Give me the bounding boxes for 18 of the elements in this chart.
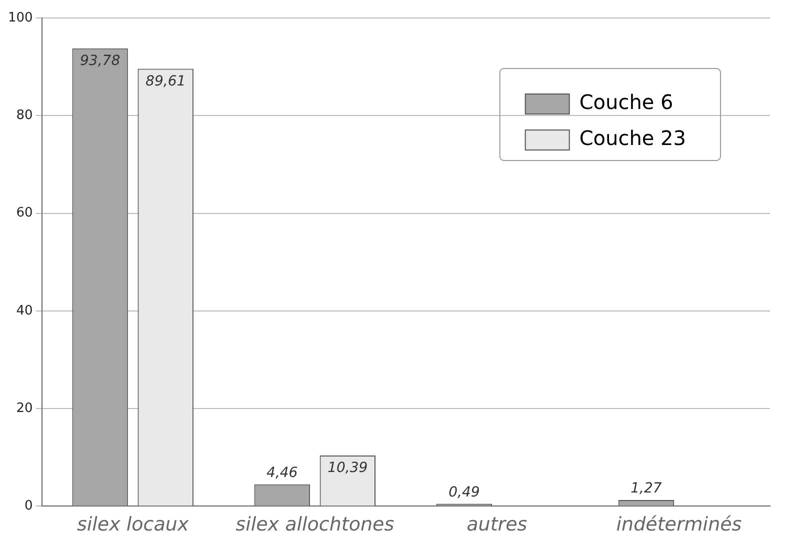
y-tick-label: 0 [24, 498, 33, 514]
x-tick-label: indéterminés [616, 514, 742, 536]
data-label: 89,61 [146, 73, 186, 90]
y-tick-label: 40 [16, 303, 33, 318]
data-label: 1,27 [630, 480, 662, 497]
y-tick-label: 20 [16, 400, 33, 416]
legend-label: Couche 23 [579, 126, 686, 150]
data-label: 0,49 [448, 484, 480, 500]
y-tick-label: 100 [8, 10, 33, 26]
x-tick-label: autres [466, 514, 528, 536]
x-tick-label: silex locaux [76, 514, 190, 536]
y-tick-label: 60 [16, 206, 33, 221]
x-tick-label: silex allochtones [236, 514, 394, 536]
data-label: 4,46 [266, 465, 298, 482]
data-label: 93,78 [80, 53, 120, 70]
legend-label: Couche 6 [579, 90, 674, 114]
y-tick-label: 80 [16, 108, 33, 124]
data-label: 10,39 [328, 460, 368, 476]
